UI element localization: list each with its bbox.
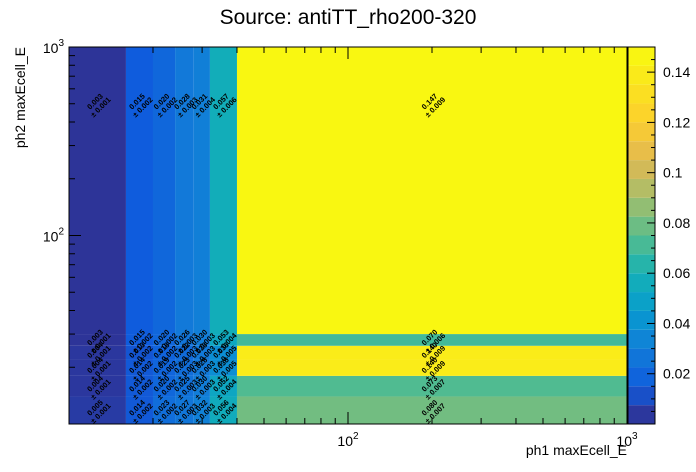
heatmap-cell <box>125 375 153 397</box>
heatmap-cell <box>125 359 153 376</box>
y-tick-label: 102 <box>43 227 65 245</box>
colorbar-band <box>628 254 655 274</box>
colorbar-band <box>628 405 655 424</box>
heatmap-cell <box>175 334 194 346</box>
axes: 102 103 102 103 <box>43 38 638 449</box>
colorbar-band <box>628 178 655 198</box>
heatmap-cell <box>152 359 176 376</box>
heatmap-cell <box>193 359 210 376</box>
colorbar-band <box>628 47 655 66</box>
colorbar-tick-label: 0.08 <box>663 215 690 231</box>
heatmap-cell <box>175 396 194 424</box>
heatmap-cell <box>69 375 126 397</box>
heatmap-cell <box>175 375 194 397</box>
heatmap-cell <box>175 47 194 335</box>
heatmap-cell <box>125 396 153 424</box>
colorbar-band <box>628 348 655 368</box>
heatmap-cell <box>69 396 126 424</box>
heatmap-cell <box>236 334 627 346</box>
heatmap-cell <box>125 47 153 335</box>
heatmap-cell <box>209 47 237 335</box>
heatmap-cell <box>69 345 126 360</box>
heatmap-cell <box>69 47 126 335</box>
colorbar-band <box>628 197 655 217</box>
colorbar-band <box>628 367 655 387</box>
colorbar-tick-label: 0.04 <box>663 315 690 331</box>
colorbar-tick-label: 0.12 <box>663 114 690 130</box>
heatmap-cell <box>236 359 627 376</box>
heatmap-cell <box>209 359 237 376</box>
colorbar-band <box>628 292 655 311</box>
heatmap-cell <box>236 47 627 335</box>
heatmap-cells <box>69 47 627 424</box>
y-axis-label: ph2 maxEcell_E <box>12 47 28 148</box>
colorbar-band <box>628 216 655 236</box>
colorbar-tick-label: 0.14 <box>663 64 690 80</box>
heatmap-cell <box>193 396 210 424</box>
heatmap-cell <box>152 396 176 424</box>
heatmap-cell <box>152 47 176 335</box>
heatmap-cell <box>209 345 237 360</box>
colorbar-band <box>628 329 655 349</box>
heatmap-cell <box>193 334 210 346</box>
colorbar-band <box>628 122 655 142</box>
heatmap-cell <box>125 334 153 346</box>
heatmap-cell <box>193 345 210 360</box>
heatmap-cell <box>69 334 126 346</box>
heatmap-cell <box>236 375 627 397</box>
colorbar-tick-label: 0.02 <box>663 366 690 382</box>
y-tick-label: 103 <box>43 38 65 56</box>
colorbar: 0.02 0.04 0.06 0.08 0.1 0.12 0.14 <box>627 46 690 425</box>
heatmap-cell <box>209 396 237 424</box>
heatmap-cell <box>125 345 153 360</box>
colorbar-band <box>628 160 655 179</box>
heatmap-cell <box>175 345 194 360</box>
heatmap-cell <box>152 375 176 397</box>
colorbar-band <box>628 310 655 330</box>
colorbar-band <box>628 386 655 406</box>
heatmap-cell <box>69 359 126 376</box>
heatmap-cell <box>193 375 210 397</box>
colorbar-band <box>628 273 655 293</box>
colorbar-band <box>628 141 655 161</box>
colorbar-band <box>628 65 655 85</box>
colorbar-tick-label: 0.1 <box>663 165 683 181</box>
heatmap-cell <box>209 334 237 346</box>
heatmap-cell <box>209 375 237 397</box>
heatmap-cell <box>152 345 176 360</box>
chart-title: Source: antiTT_rho200-320 <box>220 6 477 29</box>
colorbar-band <box>628 103 655 123</box>
x-axis-label: ph1 maxEcell_E <box>526 442 627 458</box>
colorbar-tick-label: 0.06 <box>663 265 690 281</box>
x-tick-label: 103 <box>616 431 638 449</box>
colorbar-band <box>628 84 655 104</box>
heatmap-cell <box>193 47 210 335</box>
x-tick-label: 102 <box>337 431 359 449</box>
heatmap-cell <box>152 334 176 346</box>
heatmap-cell <box>236 345 627 360</box>
colorbar-band <box>628 235 655 255</box>
heatmap-cell <box>175 359 194 376</box>
